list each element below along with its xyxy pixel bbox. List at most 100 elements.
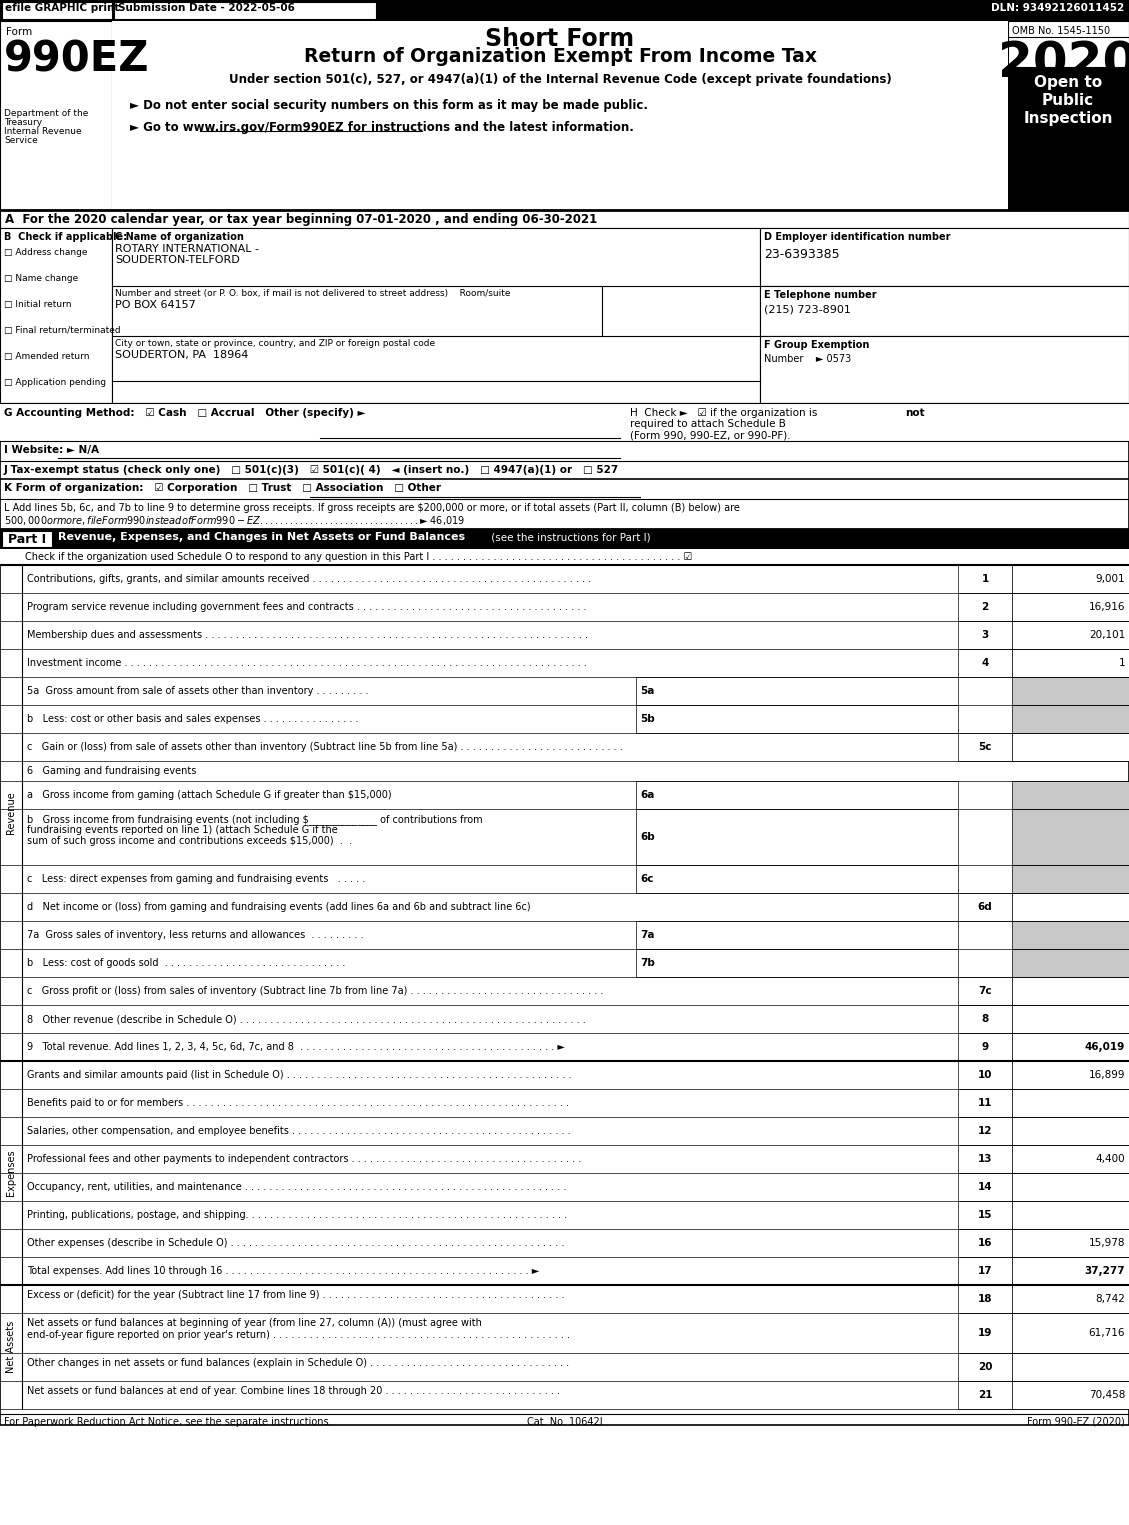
Bar [1012,1286,1129,1313]
Text: Total expenses. Add lines 10 through 16 . . . . . . . . . . . . . . . . . . . . : Total expenses. Add lines 10 through 16 … [27,1266,540,1276]
Text: Occupancy, rent, utilities, and maintenance . . . . . . . . . . . . . . . . . . : Occupancy, rent, utilities, and maintena… [27,1182,567,1193]
Bar [959,1229,1012,1257]
Text: sum of such gross income and contributions exceeds $15,000)  .  .: sum of such gross income and contributio… [27,836,352,846]
Text: □ Name change: □ Name change [5,274,78,284]
Bar [1012,1032,1129,1061]
Bar [1012,978,1129,1005]
Text: H  Check ►   ☑ if the organization is: H Check ► ☑ if the organization is [630,409,821,418]
Text: Other changes in net assets or fund balances (explain in Schedule O) . . . . . .: Other changes in net assets or fund bala… [27,1357,569,1368]
Bar [959,734,1012,761]
Bar [636,949,959,978]
Text: 13: 13 [978,1154,992,1164]
Text: 11: 11 [978,1098,992,1109]
Text: DLN: 93492126011452: DLN: 93492126011452 [991,3,1124,14]
Bar [0,549,1129,564]
Text: Program service revenue including government fees and contracts . . . . . . . . : Program service revenue including govern… [27,602,586,612]
Text: G Accounting Method:   ☑ Cash   □ Accrual   Other (specify) ►: G Accounting Method: ☑ Cash □ Accrual Ot… [5,409,366,418]
Bar [0,210,1129,229]
Bar [1012,705,1129,734]
Text: □ Address change: □ Address change [5,249,88,258]
Text: 8   Other revenue (describe in Schedule O) . . . . . . . . . . . . . . . . . . .: 8 Other revenue (describe in Schedule O)… [27,1014,586,1023]
Bar [1012,1229,1129,1257]
Text: 16: 16 [978,1238,992,1247]
Text: 6b: 6b [640,833,655,842]
Bar [959,1089,1012,1116]
Text: $500,000 or more, file Form 990 instead of Form 990-EZ . . . . . . . . . . . . .: $500,000 or more, file Form 990 instead … [5,514,465,528]
Bar [0,229,112,403]
Text: 19: 19 [978,1328,992,1337]
Text: 8,742: 8,742 [1095,1295,1124,1304]
Bar [760,336,1129,403]
Text: □ Amended return: □ Amended return [5,352,89,361]
Text: I Website: ► N/A: I Website: ► N/A [5,445,99,454]
Bar [636,921,959,949]
Text: For Paperwork Reduction Act Notice, see the separate instructions.: For Paperwork Reduction Act Notice, see … [5,1417,332,1427]
Text: □ Initial return: □ Initial return [5,300,71,310]
Bar [0,529,1129,549]
Text: 5c: 5c [978,743,991,752]
Text: SOUDERTON, PA  18964: SOUDERTON, PA 18964 [115,351,248,360]
Text: Printing, publications, postage, and shipping. . . . . . . . . . . . . . . . . .: Printing, publications, postage, and shi… [27,1209,567,1220]
Bar [1012,894,1129,921]
Text: Treasury: Treasury [5,117,42,127]
Bar [959,1313,1012,1353]
Text: K Form of organization:   ☑ Corporation   □ Trust   □ Association   □ Other: K Form of organization: ☑ Corporation □ … [5,483,441,493]
Bar [1012,1089,1129,1116]
Bar [760,229,1129,287]
Text: 990EZ: 990EZ [5,38,149,79]
Text: Cat. No. 10642I: Cat. No. 10642I [527,1417,602,1427]
Bar [636,677,959,705]
Text: d   Net income or (loss) from gaming and fundraising events (add lines 6a and 6b: d Net income or (loss) from gaming and f… [27,901,531,912]
Text: not: not [905,409,925,418]
Text: L Add lines 5b, 6c, and 7b to line 9 to determine gross receipts. If gross recei: L Add lines 5b, 6c, and 7b to line 9 to … [5,503,739,512]
Bar [1012,677,1129,705]
Text: Number and street (or P. O. box, if mail is not delivered to street address)    : Number and street (or P. O. box, if mail… [115,290,510,297]
Bar [636,781,959,808]
Text: 5b: 5b [640,714,655,724]
Bar [0,21,112,210]
Text: OMB No. 1545-1150: OMB No. 1545-1150 [1012,26,1110,37]
Text: Internal Revenue: Internal Revenue [5,127,81,136]
Bar [1012,1145,1129,1173]
Text: 5a  Gross amount from sale of assets other than inventory . . . . . . . . .: 5a Gross amount from sale of assets othe… [27,686,368,695]
Text: b   Less: cost of goods sold  . . . . . . . . . . . . . . . . . . . . . . . . . : b Less: cost of goods sold . . . . . . .… [27,958,345,968]
Text: Excess or (deficit) for the year (Subtract line 17 from line 9) . . . . . . . . : Excess or (deficit) for the year (Subtra… [27,1290,564,1299]
Bar [1012,1061,1129,1089]
Text: Short Form: Short Form [485,27,634,50]
Text: 12: 12 [978,1125,992,1136]
Text: 9,001: 9,001 [1095,573,1124,584]
Text: 4: 4 [981,657,989,668]
Text: end-of-year figure reported on prior year's return) . . . . . . . . . . . . . . : end-of-year figure reported on prior yea… [27,1330,570,1340]
Bar [1012,621,1129,650]
Bar [959,593,1012,621]
Bar [1008,67,1129,210]
Bar [1012,1173,1129,1202]
Text: (215) 723-8901: (215) 723-8901 [764,303,851,314]
Text: 3: 3 [981,630,989,640]
Text: 6a: 6a [640,790,655,801]
Text: Benefits paid to or for members . . . . . . . . . . . . . . . . . . . . . . . . : Benefits paid to or for members . . . . … [27,1098,569,1109]
Text: Revenue, Expenses, and Changes in Net Assets or Fund Balances: Revenue, Expenses, and Changes in Net As… [58,532,465,541]
Text: 21: 21 [978,1389,992,1400]
Text: 2: 2 [981,602,989,612]
Text: F Group Exemption: F Group Exemption [764,340,869,351]
Bar [636,705,959,734]
Text: b   Less: cost or other basis and sales expenses . . . . . . . . . . . . . . . .: b Less: cost or other basis and sales ex… [27,714,359,724]
Bar [1012,949,1129,978]
Text: 61,716: 61,716 [1088,1328,1124,1337]
Bar [959,1116,1012,1145]
Bar [112,229,760,403]
Text: E Telephone number: E Telephone number [764,290,876,300]
Bar [1012,921,1129,949]
Bar [760,287,1129,336]
Bar [1012,865,1129,894]
Bar [0,403,1129,441]
Text: 6d: 6d [978,901,992,912]
Text: Open to: Open to [1034,75,1102,90]
Text: 2020: 2020 [998,40,1129,87]
Text: 15,978: 15,978 [1088,1238,1124,1247]
Text: Submission Date - 2022-05-06: Submission Date - 2022-05-06 [119,3,295,14]
Bar [959,978,1012,1005]
Text: c   Less: direct expenses from gaming and fundraising events   . . . . .: c Less: direct expenses from gaming and … [27,874,366,884]
Bar [0,0,1129,21]
